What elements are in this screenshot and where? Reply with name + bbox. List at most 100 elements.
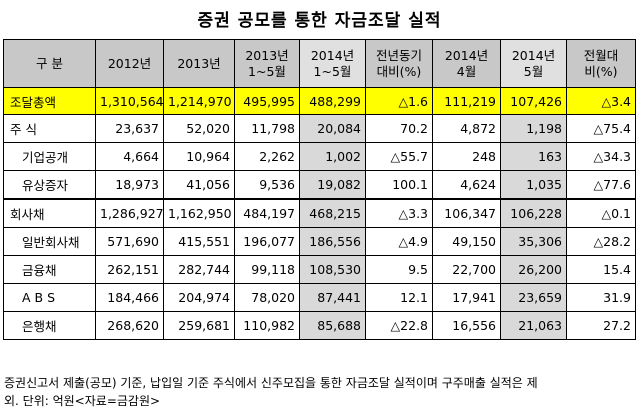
table-cell: 1,162,950 — [163, 198, 235, 228]
table-cell: 35,306 — [500, 227, 567, 256]
table-cell: 571,690 — [95, 227, 164, 256]
footnote-line: 외. 단위: 억원<자료=금감원> — [4, 394, 161, 408]
table-cell: 23,637 — [95, 114, 164, 143]
table-cell: 18,973 — [95, 170, 164, 200]
table-cell: 19,082 — [299, 170, 366, 200]
header-2014-apr: 2014년 4월 — [432, 39, 501, 88]
table-cell: 10,964 — [163, 142, 235, 171]
footnote: 증권신고서 제출(공모) 기준, 납입일 기준 주식에서 신주모집을 통한 자금… — [4, 374, 634, 410]
table-cell: 282,744 — [163, 255, 235, 284]
table-cell: 26,200 — [500, 255, 567, 284]
table-cell: 1,286,927 — [95, 198, 164, 228]
table-cell: 4,872 — [432, 114, 501, 143]
row-label: A B S — [3, 283, 96, 312]
table-cell: △0.1 — [566, 198, 636, 228]
table-cell: 41,056 — [163, 170, 235, 200]
table-row: 주 식 23,637 52,020 11,798 20,084 70.2 4,872 1,19… — [3, 114, 636, 143]
table-cell: 87,441 — [299, 283, 366, 312]
table-cell: 111,219 — [432, 87, 501, 115]
row-label: 조달총액 — [3, 87, 96, 115]
table-cell: 16,556 — [432, 311, 501, 340]
table-cell: 70.2 — [365, 114, 433, 143]
table-cell: 9,536 — [234, 170, 300, 200]
table-cell: 52,020 — [163, 114, 235, 143]
table-cell: △55.7 — [365, 142, 433, 171]
table-cell: 99,118 — [234, 255, 300, 284]
row-label: 일반회사채 — [3, 227, 96, 256]
table-cell: 107,426 — [500, 87, 567, 115]
row-label: 금융채 — [3, 255, 96, 284]
table-cell: △3.4 — [566, 87, 636, 115]
table-cell: △22.8 — [365, 311, 433, 340]
header-mom: 전월대 비(%) — [566, 39, 636, 88]
table-cell: 49,150 — [432, 227, 501, 256]
row-label: 회사채 — [3, 198, 96, 228]
header-2014-jan-may: 2014년 1~5월 — [299, 39, 366, 88]
table-cell: △34.3 — [566, 142, 636, 171]
table-cell: 1,035 — [500, 170, 567, 200]
table-cell: 23,659 — [500, 283, 567, 312]
page-title: 증권 공모를 통한 자금조달 실적 — [197, 11, 442, 31]
table-cell: 17,941 — [432, 283, 501, 312]
header-yoy: 전년동기 대비(%) — [365, 39, 433, 88]
row-label: 주 식 — [3, 114, 96, 143]
table-cell: 108,530 — [299, 255, 366, 284]
table-cell: △28.2 — [566, 227, 636, 256]
table-cell: 11,798 — [234, 114, 300, 143]
funding-table: 구 분 2012년 2013년 2013년 1~5월 2014년 1~5월 전년동기… — [3, 39, 636, 340]
table-cell: △4.9 — [365, 227, 433, 256]
table-cell: 268,620 — [95, 311, 164, 340]
table-row: 일반회사채 571,690 415,551 196,077 186,556 △4.9 49,… — [3, 227, 636, 256]
table-cell: 184,466 — [95, 283, 164, 312]
table-cell: 100.1 — [365, 170, 433, 200]
table-cell: 1,198 — [500, 114, 567, 143]
table-cell: 4,664 — [95, 142, 164, 171]
table-cell: 415,551 — [163, 227, 235, 256]
table-row: A B S 184,466 204,974 78,020 87,441 12.1 17,94… — [3, 283, 636, 312]
table-cell: 21,063 — [500, 311, 567, 340]
table-cell: 4,624 — [432, 170, 501, 200]
table-cell: 196,077 — [234, 227, 300, 256]
table-row: 기업공개 4,664 10,964 2,262 1,002 △55.7 248 163 △34.… — [3, 142, 636, 171]
table-cell: 1,214,970 — [163, 87, 235, 115]
table-row: 회사채 1,286,927 1,162,950 484,197 468,215 △3.3 1… — [3, 198, 636, 228]
table-row: 은행채 268,620 259,681 110,982 85,688 △22.8 16,55… — [3, 311, 636, 340]
header-category: 구 분 — [3, 39, 96, 88]
table-cell: 495,995 — [234, 87, 300, 115]
table-cell: 15.4 — [566, 255, 636, 284]
total-row: 조달총액 1,310,564 1,214,970 495,995 488,299 △1.6… — [3, 87, 636, 115]
table-cell: 259,681 — [163, 311, 235, 340]
table-cell: 110,982 — [234, 311, 300, 340]
table-cell: 22,700 — [432, 255, 501, 284]
row-label: 기업공개 — [3, 142, 96, 171]
table-row: 금융채 262,151 282,744 99,118 108,530 9.5 22,700 2… — [3, 255, 636, 284]
table-cell: 85,688 — [299, 311, 366, 340]
table-cell: 106,347 — [432, 198, 501, 228]
table-cell: 468,215 — [299, 198, 366, 228]
footnote-line: 증권신고서 제출(공모) 기준, 납입일 기준 주식에서 신주모집을 통한 자금… — [4, 376, 538, 390]
table-cell: 186,556 — [299, 227, 366, 256]
table-cell: 106,228 — [500, 198, 567, 228]
table-cell: 1,310,564 — [95, 87, 164, 115]
table-cell: 248 — [432, 142, 501, 171]
row-label: 은행채 — [3, 311, 96, 340]
table-cell: 488,299 — [299, 87, 366, 115]
table-cell: 20,084 — [299, 114, 366, 143]
header-2013-jan-may: 2013년 1~5월 — [234, 39, 300, 88]
table-cell: 484,197 — [234, 198, 300, 228]
table-cell: 78,020 — [234, 283, 300, 312]
table-cell: △1.6 — [365, 87, 433, 115]
table-cell: 27.2 — [566, 311, 636, 340]
table-cell: 204,974 — [163, 283, 235, 312]
table-body: 조달총액 1,310,564 1,214,970 495,995 488,299 △1.6… — [3, 87, 636, 340]
table-cell: 31.9 — [566, 283, 636, 312]
table-cell: 163 — [500, 142, 567, 171]
table-cell: △75.4 — [566, 114, 636, 143]
table-cell: 262,151 — [95, 255, 164, 284]
table-cell: △77.6 — [566, 170, 636, 200]
header-2014-may: 2014년 5월 — [500, 39, 567, 88]
table-row: 유상증자 18,973 41,056 9,536 19,082 100.1 4,624 1,0… — [3, 170, 636, 200]
row-label: 유상증자 — [3, 170, 96, 200]
header-row: 구 분 2012년 2013년 2013년 1~5월 2014년 1~5월 전년동기… — [3, 39, 636, 88]
